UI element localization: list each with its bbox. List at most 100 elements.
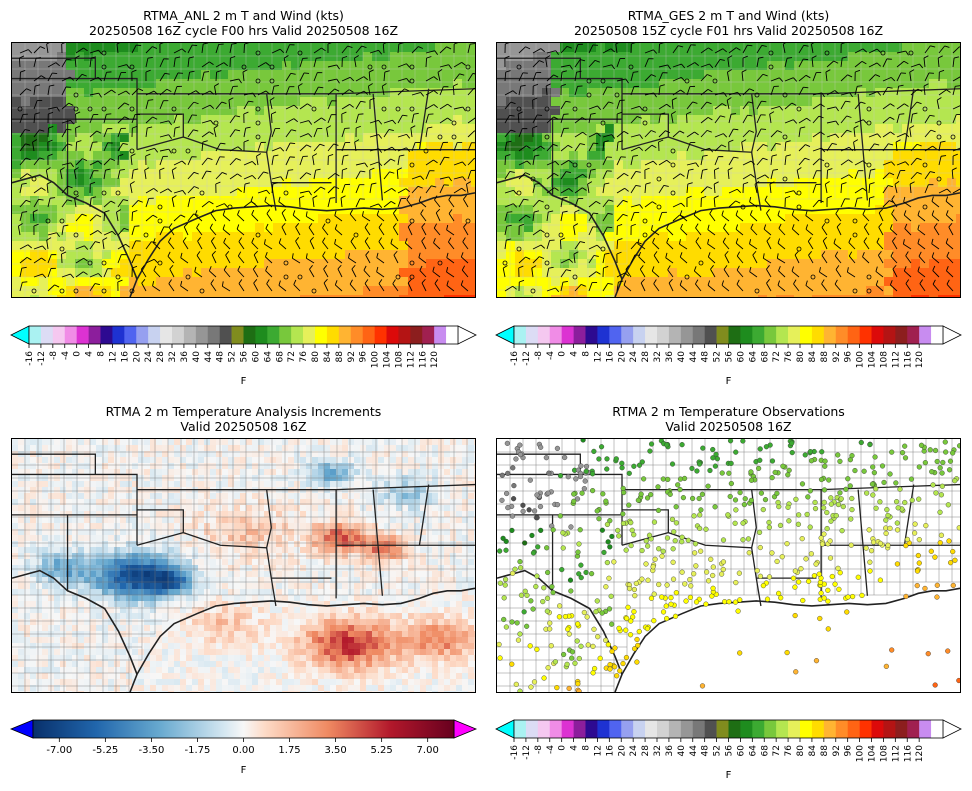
- colorbar-segment: [410, 326, 423, 344]
- colorbar-segment: [692, 720, 705, 738]
- colorbar-tick-label: -8: [534, 351, 544, 360]
- colorbar-unit-label: F: [241, 765, 247, 776]
- colorbar-segment: [895, 720, 908, 738]
- panel-3-map-svg: [12, 439, 475, 692]
- panel-4-colorbar: -16 -12 -8 -4 0 4 8 12 16 20 24 28 32 36 40 44 48 52 56 60 6…: [495, 719, 962, 786]
- colorbar-tick-label: 36: [180, 351, 190, 363]
- wind-barbs: [17, 43, 475, 294]
- colorbar-tick-label: 28: [156, 351, 166, 363]
- colorbar-tick-label: 0.00: [232, 745, 254, 756]
- colorbar-segment: [859, 720, 872, 738]
- colorbar-tick-label: 80: [796, 351, 806, 363]
- colorbar-tick-label: 76: [784, 745, 794, 757]
- colorbar-tick-label: 100: [856, 745, 866, 762]
- colorbar-segment: [561, 326, 574, 344]
- colorbar-tick-label: 76: [299, 351, 309, 363]
- colorbar-segment: [680, 326, 694, 344]
- colorbar-tick-label: 7.00: [417, 745, 439, 756]
- colorbar-tick-label: 56: [725, 351, 735, 363]
- colorbar-tick-label: 88: [820, 745, 830, 757]
- colorbar-tick-label: 100: [856, 351, 866, 368]
- colorbar-segment: [835, 326, 848, 344]
- coastline: [129, 192, 475, 297]
- colorbar-segment: [136, 326, 149, 344]
- colorbar-segment: [172, 326, 185, 344]
- colorbar-tick-label: 32: [168, 351, 178, 362]
- colorbar-tick-label: 120: [430, 351, 440, 368]
- colorbar-tick-label: 92: [832, 351, 842, 362]
- colorbar-segment: [811, 326, 825, 344]
- colorbar-unit-label: F: [726, 376, 732, 387]
- colorbar-segment: [609, 720, 622, 738]
- colorbar-segment: [740, 720, 753, 738]
- colorbar-segment: [704, 326, 717, 344]
- colorbar-segment: [549, 326, 562, 344]
- colorbar-tick-label: 108: [394, 351, 404, 368]
- colorbar-tick-label: 36: [665, 351, 675, 363]
- colorbar-segment: [525, 326, 539, 344]
- colorbar-over-arrow: [453, 719, 478, 739]
- colorbar-tick-label: 16: [120, 351, 130, 363]
- colorbar-segment: [931, 720, 944, 738]
- colorbar-segment: [124, 326, 137, 344]
- colorbar-tick-label: 92: [347, 351, 357, 362]
- colorbar-tick-label: 52: [713, 745, 723, 756]
- colorbar-tick-label: -3.50: [138, 745, 164, 756]
- colorbar-tick-label: 60: [251, 351, 261, 363]
- colorbar-segment: [847, 326, 860, 344]
- colorbar-tick-label: 112: [406, 351, 416, 368]
- colorbar-tick-label: 88: [335, 351, 345, 363]
- colorbar-segment: [597, 326, 610, 344]
- colorbar-segment: [112, 326, 125, 344]
- panel-4-map-svg: [497, 439, 960, 692]
- colorbar-segment: [40, 326, 54, 344]
- colorbar-segment: [847, 720, 860, 738]
- colorbar-tick-label: 8: [582, 351, 592, 357]
- colorbar-segment: [100, 326, 113, 344]
- panel-1-title-line2: 20250508 16Z cycle F00 hrs Valid 2025050…: [88, 23, 399, 38]
- colorbar-tick-label: 52: [228, 351, 238, 362]
- colorbar-tick-label: -4: [61, 351, 71, 360]
- colorbar-segment: [362, 326, 375, 344]
- colorbar-segment: [398, 326, 411, 344]
- increment-field: [12, 439, 475, 692]
- colorbar-segment: [633, 720, 646, 738]
- panel-3-colorbar-svg: -7.00 -5.25 -3.50 -1.75 0.00 1.75 3.50 5.25 7.00…: [9, 719, 478, 776]
- colorbar-tick-label: 40: [192, 351, 202, 363]
- colorbar-tick-label: 40: [677, 351, 687, 363]
- colorbar-segment: [800, 326, 813, 344]
- colorbar-tick-label: 72: [772, 351, 782, 362]
- colorbar-tick-label: 3.50: [324, 745, 346, 756]
- colorbar-tick-label: -12: [522, 351, 532, 366]
- colorbar-segment: [645, 326, 658, 344]
- colorbar-segment: [621, 720, 634, 738]
- colorbar-unit-label: F: [241, 376, 247, 387]
- colorbar-tick-label: 8: [97, 351, 107, 357]
- mexico-border: [497, 569, 623, 675]
- colorbar-tick-label: 96: [844, 745, 854, 757]
- colorbar-segment: [692, 326, 705, 344]
- colorbar-tick-label: -5.25: [92, 745, 118, 756]
- colorbar-tick-label: 36: [665, 745, 675, 757]
- colorbar-over-arrow: [457, 325, 477, 345]
- colorbar-segment: [657, 326, 670, 344]
- colorbar-segment: [267, 326, 280, 344]
- colorbar-tick-label: 0: [558, 351, 568, 357]
- colorbar-tick-label: 16: [605, 745, 615, 757]
- colorbar-tick-label: 112: [891, 351, 901, 368]
- colorbar-segment: [883, 720, 896, 738]
- panel-2-map: [496, 42, 961, 298]
- wind-barbs: [502, 43, 960, 294]
- colorbar-tick-label: -4: [546, 745, 556, 754]
- colorbar-tick-label: -12: [37, 351, 47, 366]
- colorbar-tick-label: 40: [677, 745, 687, 757]
- panel-2-title: RTMA_GES 2 m T and Wind (kts) 20250508 1…: [496, 8, 961, 38]
- colorbar-tick-label: 108: [879, 351, 889, 368]
- colorbar-segment: [537, 720, 551, 738]
- colorbar-segment: [668, 326, 682, 344]
- colorbar-tick-label: 112: [891, 745, 901, 762]
- colorbar-segment: [52, 326, 66, 344]
- colorbar-segment: [561, 720, 574, 738]
- colorbar-segment: [585, 720, 598, 738]
- colorbar-segment: [811, 720, 825, 738]
